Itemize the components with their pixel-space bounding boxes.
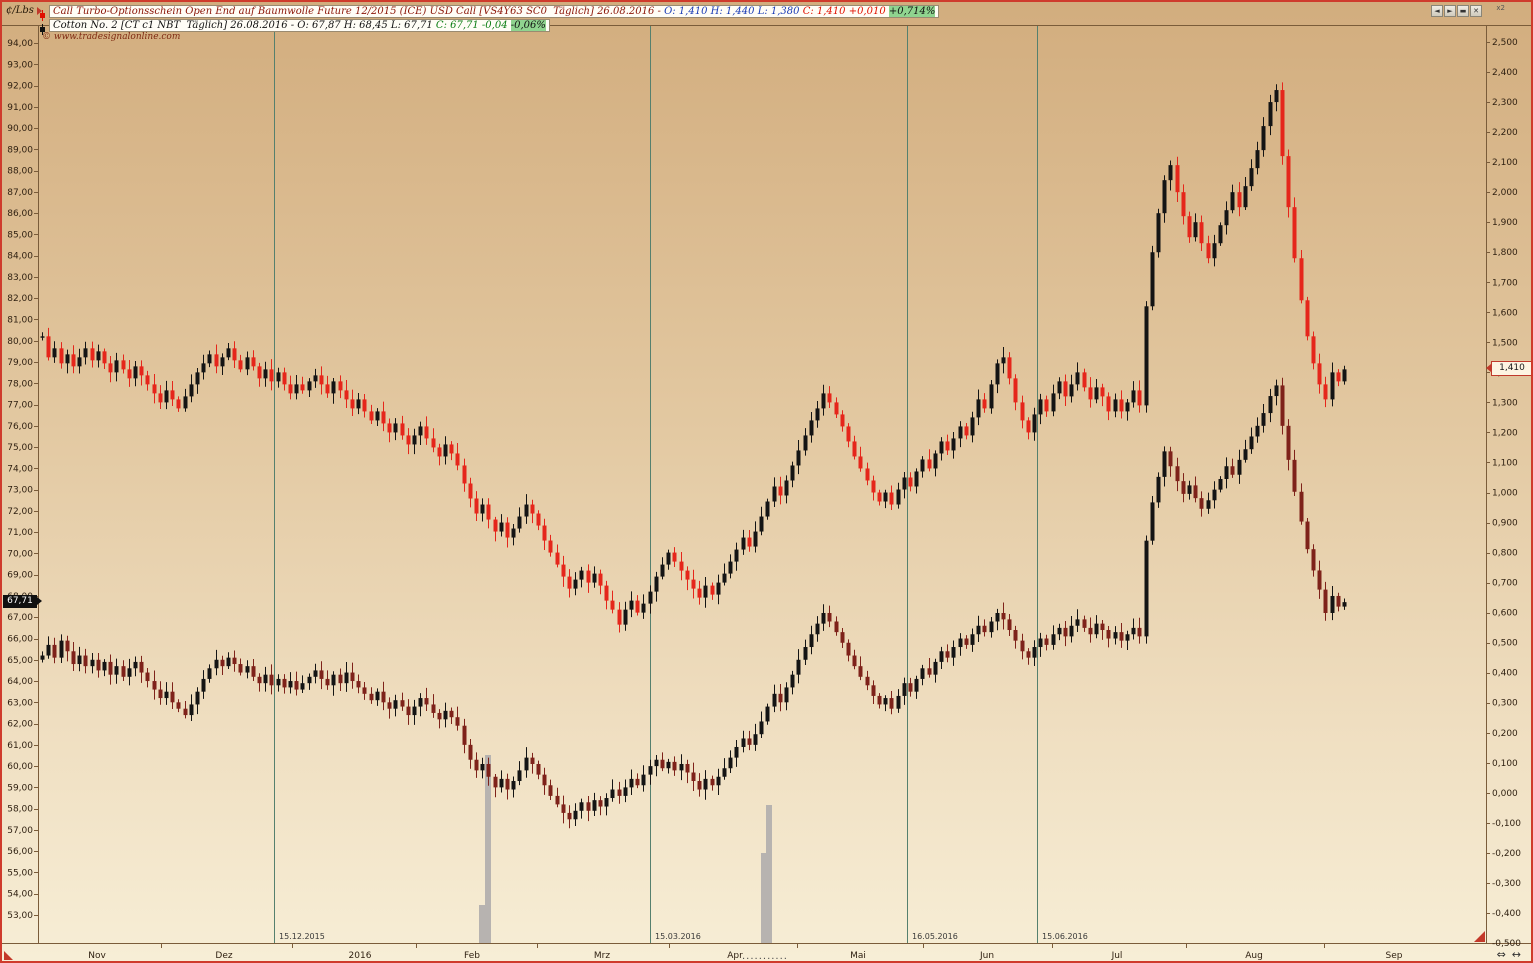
resize-grip-icon[interactable]	[1474, 931, 1485, 942]
zoom-horizontal-icon[interactable]: ⇔	[1496, 948, 1506, 961]
pan-horizontal-icon[interactable]: ↔	[1511, 948, 1521, 961]
axis-flag-icon	[36, 6, 42, 15]
right-price-marker: 1,410	[1486, 361, 1531, 376]
window-scroll-left-button[interactable]: ◄	[1431, 5, 1443, 17]
corner-mark-icon	[4, 951, 13, 960]
footer-icons: ⇔ ↔	[1497, 948, 1521, 961]
watermark: © www.tradesignalonline.com	[42, 32, 181, 42]
candlestick-icon	[38, 6, 47, 21]
scrollbar-dots[interactable]: ···········	[742, 954, 788, 963]
window-scroll-right-button[interactable]: ►	[1444, 5, 1456, 17]
left-price-marker: 67,71	[3, 595, 42, 608]
window-scale-indicator: x2	[1496, 4, 1505, 12]
legend-text: Cotton No. 2 [CT c1 NBT Täglich] 26.08.2…	[49, 19, 550, 32]
turbo-series-legend[interactable]: Call Turbo-Optionsschein Open End auf Ba…	[38, 5, 940, 21]
window-buttons: ◄ ► ▬ ✕	[1431, 5, 1482, 17]
window-close-button[interactable]: ✕	[1470, 5, 1482, 17]
window-minimize-button[interactable]: ▬	[1457, 5, 1469, 17]
axis-unit-label: ¢/Lbs	[6, 5, 34, 16]
legend: Call Turbo-Optionsschein Open End auf Ba…	[38, 5, 940, 35]
ohlc-bar-icon	[38, 20, 47, 35]
cotton-series-legend[interactable]: Cotton No. 2 [CT c1 NBT Täglich] 26.08.2…	[38, 19, 939, 35]
left-axis-unit: ¢/Lbs	[6, 5, 42, 16]
legend-text: Call Turbo-Optionsschein Open End auf Ba…	[49, 5, 940, 18]
